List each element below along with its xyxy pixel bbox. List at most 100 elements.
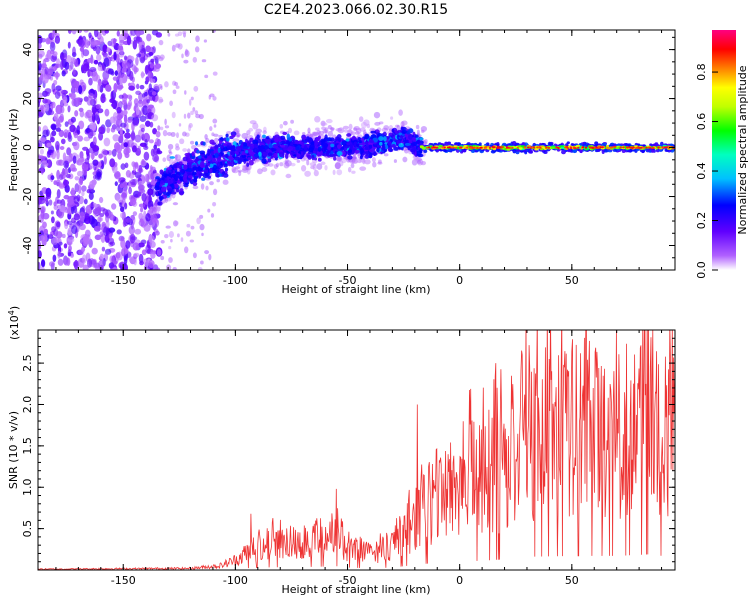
heatmap-cell: [133, 98, 139, 106]
heatmap-cell: [203, 39, 208, 43]
heatmap-cell: [312, 131, 319, 136]
heatmap-cell: [445, 142, 450, 146]
heatmap-cell: [222, 173, 229, 178]
heatmap-cell: [284, 158, 289, 163]
heatmap-cell: [139, 218, 144, 223]
heatmap-cell: [70, 56, 74, 64]
colorbar-tick-label: 0.6: [695, 113, 708, 130]
heatmap-cell: [83, 30, 89, 33]
heatmap-cell: [262, 151, 268, 157]
heatmap-cell: [161, 186, 167, 192]
x-tick-label: 0: [456, 274, 463, 287]
heatmap-cell: [89, 180, 96, 189]
heatmap-cell: [139, 115, 147, 122]
heatmap-cell: [313, 169, 319, 177]
heatmap-cell: [42, 58, 47, 68]
heatmap-cell: [241, 168, 249, 173]
heatmap-cell: [180, 169, 184, 174]
heatmap-cell: [116, 114, 123, 121]
heatmap-cell: [612, 149, 618, 152]
heatmap-cell: [135, 56, 139, 66]
heatmap-cell: [192, 185, 199, 190]
heatmap-cell: [170, 131, 176, 138]
snr-frame: [37, 329, 676, 571]
heatmap-cell: [138, 164, 143, 174]
heatmap-cell: [60, 105, 65, 114]
heatmap-cell: [248, 159, 254, 166]
heatmap-cell: [103, 156, 107, 165]
heatmap-cell: [38, 126, 41, 132]
heatmap-cell: [411, 142, 415, 147]
heatmap-cell: [125, 217, 132, 223]
heatmap-cell: [267, 152, 273, 156]
heatmap-cell: [199, 223, 205, 231]
heatmap-cell: [231, 145, 236, 149]
heatmap-cell: [212, 96, 217, 101]
heatmap-cell: [613, 145, 617, 148]
heatmap-cell: [76, 170, 84, 177]
heatmap-cell: [120, 238, 126, 249]
heatmap-cell: [378, 159, 382, 164]
heatmap-cell: [256, 134, 260, 140]
heatmap-cell: [118, 100, 123, 110]
heatmap-cell: [155, 207, 160, 215]
heatmap-cell: [341, 157, 347, 164]
heatmap-cell: [121, 248, 126, 257]
heatmap-cell: [365, 150, 369, 157]
heatmap-cell: [412, 137, 417, 142]
heatmap-cell: [204, 250, 210, 255]
heatmap-cell: [204, 164, 209, 170]
heatmap-cell: [400, 136, 404, 139]
heatmap-cell: [378, 121, 384, 125]
heatmap-cell: [359, 147, 364, 154]
heatmap-cell: [156, 181, 160, 186]
heatmap-cell: [145, 120, 151, 127]
heatmap-cell: [38, 235, 46, 242]
figure-title: C2E4.2023.066.02.30.R15: [264, 2, 448, 18]
heatmap-cell: [362, 158, 366, 165]
heatmap-cell: [154, 173, 161, 177]
heatmap-cell: [81, 254, 87, 264]
heatmap-cell: [64, 61, 70, 70]
heatmap-cell: [347, 166, 352, 173]
colorbar-tick-label: 0.4: [695, 162, 708, 180]
heatmap-cell: [218, 140, 223, 145]
heatmap-cell: [572, 148, 577, 154]
heatmap-cell: [322, 129, 328, 134]
x-tick-label: -150: [111, 274, 136, 287]
heatmap-cell: [347, 149, 353, 153]
heatmap-cell: [200, 260, 204, 265]
heatmap-cell: [308, 147, 314, 153]
heatmap-cell: [60, 138, 66, 145]
heatmap-cell: [320, 120, 326, 127]
heatmap-cell: [252, 147, 259, 153]
heatmap-cell: [353, 127, 358, 131]
heatmap-cell: [279, 124, 284, 129]
heatmap-cell: [172, 267, 177, 270]
heatmap-cell: [155, 32, 163, 38]
heatmap-cell: [651, 148, 655, 153]
heatmap-cell: [490, 149, 496, 154]
snr-series-line: [38, 330, 675, 570]
heatmap-cell: [51, 237, 59, 245]
heatmap-cell: [128, 186, 132, 195]
heatmap-cell: [274, 147, 281, 153]
heatmap-cell: [195, 35, 200, 43]
heatmap-cell: [241, 132, 249, 139]
heatmap-cell: [113, 82, 118, 93]
heatmap-cell: [167, 143, 174, 150]
heatmap-cell: [320, 161, 326, 166]
spectrogram-xlabel: Height of straight line (km): [281, 283, 430, 296]
heatmap-cell: [65, 173, 71, 179]
heatmap-cell: [82, 264, 89, 270]
heatmap-cell: [376, 147, 380, 153]
heatmap-cell: [251, 157, 256, 161]
heatmap-cell: [56, 199, 62, 204]
heatmap-cell: [398, 132, 402, 136]
heatmap-cell: [39, 194, 46, 201]
heatmap-cell: [127, 139, 134, 148]
heatmap-cell: [190, 96, 194, 101]
heatmap-cell: [285, 153, 289, 159]
heatmap-cell: [236, 147, 242, 153]
